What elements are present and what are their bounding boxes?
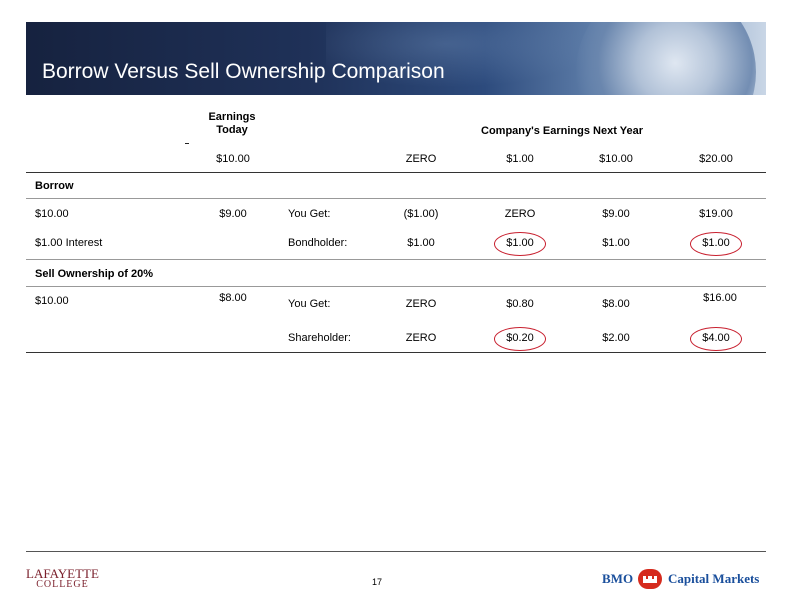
- scenario-header-2: $10.00: [599, 153, 633, 165]
- scenario-header-0: ZERO: [405, 153, 437, 165]
- title-banner: Borrow Versus Sell Ownership Comparison: [26, 22, 766, 95]
- sell-you-get-3: $16.00: [703, 292, 737, 304]
- shareholder-value-2: $2.00: [602, 332, 630, 344]
- header-rule: [26, 172, 766, 173]
- header-rule-stub: [185, 143, 189, 144]
- earnings-today-header: Earnings Today: [200, 111, 264, 137]
- table-bottom-rule: [26, 352, 766, 353]
- borrow-section-rule: [26, 198, 766, 199]
- borrow-today-value: $9.00: [219, 208, 247, 220]
- shareholder-row-label: Shareholder:: [288, 332, 351, 344]
- scenario-header-3: $20.00: [699, 153, 733, 165]
- borrow-you-get-0: ($1.00): [403, 208, 439, 220]
- highlight-circle: [690, 327, 742, 351]
- bondholder-value-2: $1.00: [602, 237, 630, 249]
- borrow-you-get-2: $9.00: [602, 208, 630, 220]
- sell-you-get-0: ZERO: [405, 298, 437, 310]
- highlight-circle: [690, 232, 742, 256]
- borrow-interest: $1.00 Interest: [35, 237, 103, 249]
- capital-markets-wordmark: Capital Markets: [668, 571, 760, 586]
- borrow-row-label: You Get:: [288, 208, 331, 220]
- borrow-you-get-3: $19.00: [699, 208, 733, 220]
- earnings-today-line1: Earnings: [208, 111, 256, 123]
- footer-rule: [26, 551, 766, 552]
- sell-amount: $10.00: [35, 295, 69, 307]
- lafayette-college-logo: LAFAYETTE COLLEGE: [26, 566, 99, 590]
- sell-section-rule: [26, 286, 766, 287]
- highlight-circle: [494, 327, 546, 351]
- borrow-section-label: Borrow: [35, 180, 74, 192]
- bondholder-value-0: $1.00: [407, 237, 435, 249]
- globe-graphic: [576, 22, 756, 95]
- shareholder-value-0: ZERO: [405, 332, 437, 344]
- bmo-roundel-icon: [638, 569, 662, 589]
- college-wordmark: COLLEGE: [36, 579, 89, 590]
- scenario-header-1: $1.00: [506, 153, 534, 165]
- borrow-amount: $10.00: [35, 208, 69, 220]
- sell-section-label: Sell Ownership of 20%: [35, 268, 153, 280]
- sell-you-get-2: $8.00: [602, 298, 630, 310]
- sell-today-value: $8.00: [219, 292, 247, 304]
- page-title: Borrow Versus Sell Ownership Comparison: [42, 60, 445, 83]
- bmo-wordmark: BMO: [602, 571, 634, 586]
- today-value-header: $10.00: [216, 153, 250, 165]
- highlight-circle: [494, 232, 546, 256]
- sell-section-rule-top: [26, 259, 766, 260]
- sell-you-get-label: You Get:: [288, 298, 331, 310]
- borrow-you-get-1: ZERO: [504, 208, 536, 220]
- earnings-today-line2: Today: [216, 124, 248, 136]
- next-year-header: Company's Earnings Next Year: [481, 125, 643, 137]
- bondholder-row-label: Bondholder:: [288, 237, 348, 249]
- page-number: 17: [372, 577, 383, 587]
- sell-you-get-1: $0.80: [506, 298, 534, 310]
- lafayette-wordmark: LAFAYETTE: [26, 566, 99, 581]
